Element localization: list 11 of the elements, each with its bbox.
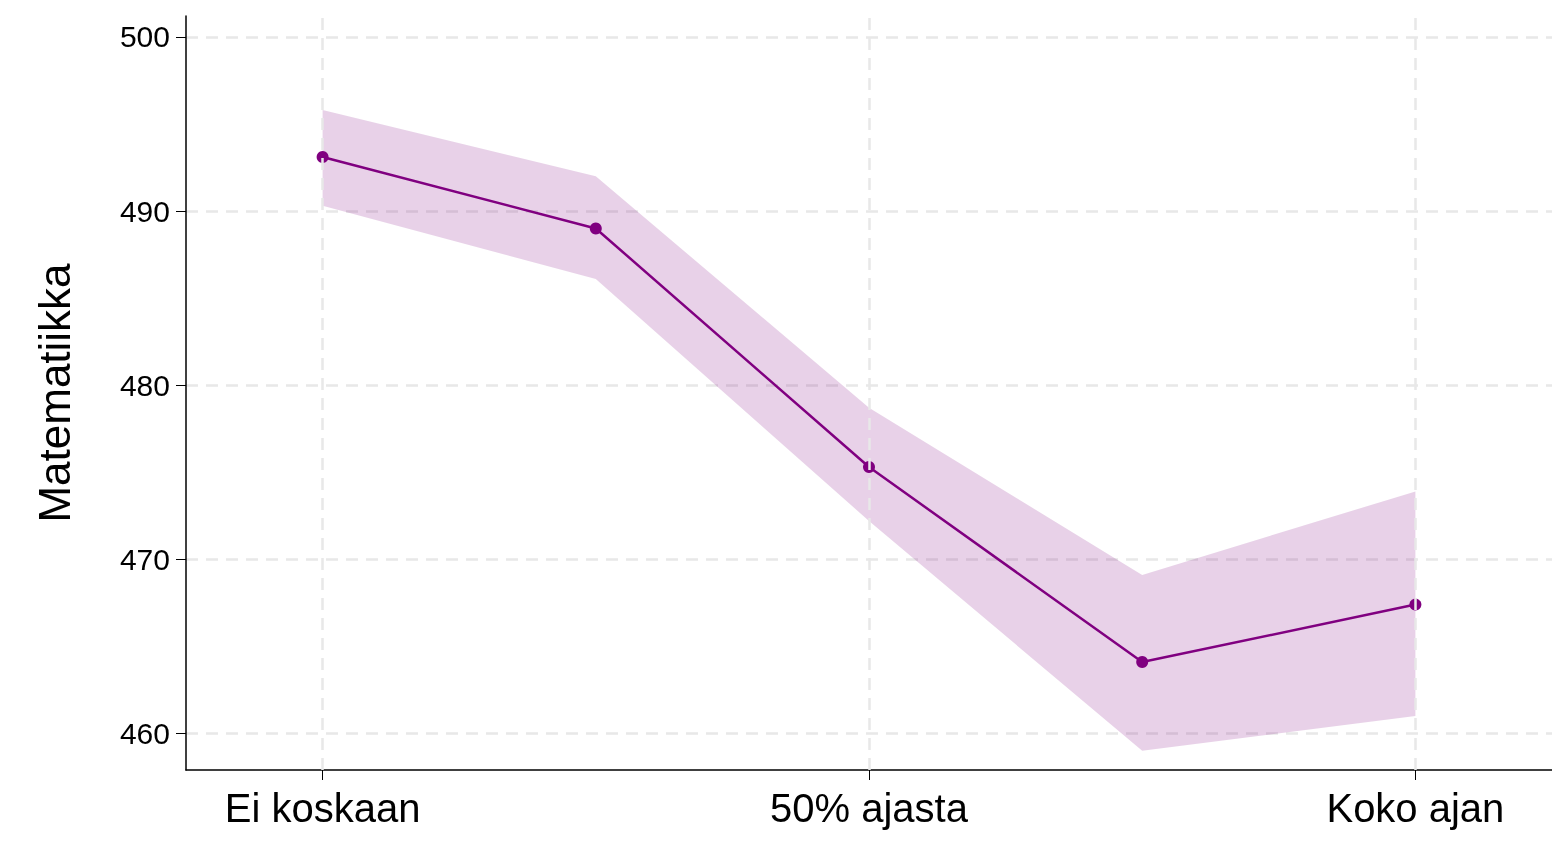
point [1136, 656, 1149, 669]
x-tick-label: Ei koskaan [224, 786, 421, 830]
point [589, 222, 602, 235]
y-tick-label: 470 [119, 542, 170, 576]
x-tick-label: 50% ajasta [770, 786, 969, 830]
y-tick-label: 460 [119, 716, 170, 750]
y-tick-label: 500 [119, 20, 170, 54]
y-tick-label: 490 [119, 194, 170, 228]
y-tick-label: 480 [119, 368, 170, 402]
y-axis-title: Matematiikka [29, 262, 79, 523]
x-tick-label: Koko ajan [1326, 786, 1505, 830]
